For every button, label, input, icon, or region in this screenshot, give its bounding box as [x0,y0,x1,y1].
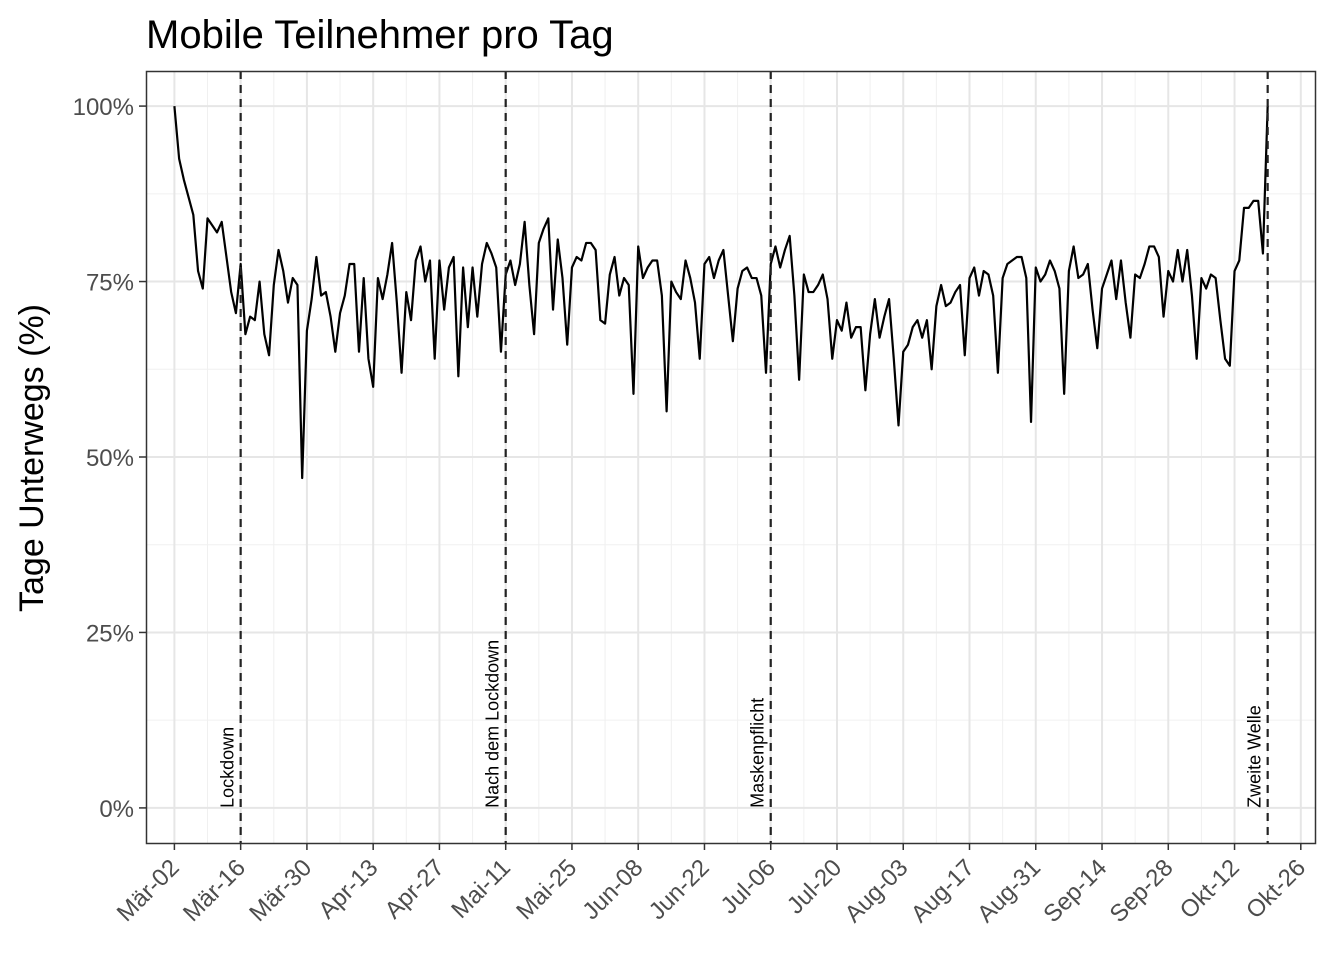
y-tick-label: 75% [86,270,134,297]
x-tick-label: Apr-13 [313,854,383,924]
annotation-label: Lockdown [218,727,238,808]
data-line [173,105,1269,480]
annotations-layer: Lockdown Nach dem Lockdown Maskenpflicht Zw… [218,71,1269,843]
x-tick-label: Mai-11 [446,854,516,924]
y-tick-label: 0% [99,796,134,823]
x-tick-label: Aug-31 [972,854,1046,928]
chart-title: Mobile Teilnehmer pro Tag [146,13,614,57]
x-tick-label: Sep-14 [1038,854,1112,928]
x-tick-label: Jul-20 [782,854,847,919]
annotation-label: Nach dem Lockdown [483,640,503,808]
x-tick-label: Mär-16 [178,854,251,927]
series-layer [173,105,1269,480]
x-tick-label: Jul-06 [716,854,781,919]
x-tick-label: Mai-25 [511,854,582,925]
y-tick-label: 100% [73,94,134,121]
annotation-label: Maskenpflicht [748,698,768,808]
x-tick-label: Sep-28 [1105,854,1179,928]
x-tick-label: Mär-02 [112,854,185,927]
x-tick-label: Aug-03 [840,854,914,928]
x-tick-label: Okt-12 [1175,854,1245,924]
y-axis: 0% 25% 50% 75% 100% [73,94,146,823]
annotation-label: Zweite Welle [1245,705,1265,808]
y-tick-label: 25% [86,620,134,647]
panel-border [145,70,1317,845]
x-tick-label: Jun-22 [644,854,715,925]
x-tick-label: Apr-27 [380,854,450,924]
major-gridlines [146,71,1315,843]
y-tick-label: 50% [86,445,134,472]
x-axis: Mär-02Mär-16Mär-30Apr-13Apr-27Mai-11Mai-… [112,843,1311,928]
y-axis-label: Tage Unterwegs (%) [13,304,51,612]
x-tick-label: Mär-30 [244,854,317,927]
x-tick-label: Aug-17 [906,854,980,928]
x-tick-label: Jun-08 [577,854,648,925]
x-tick-label: Okt-26 [1241,854,1311,924]
